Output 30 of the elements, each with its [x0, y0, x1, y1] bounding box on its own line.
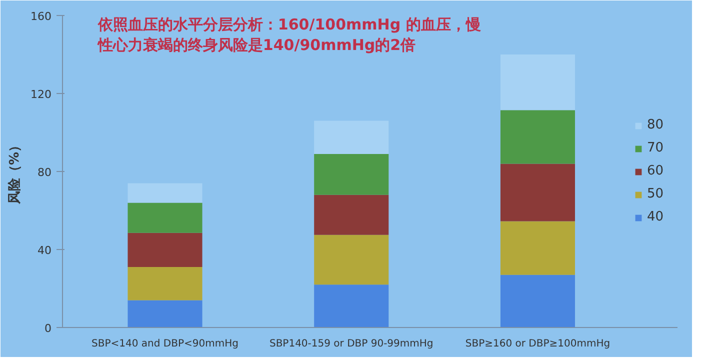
bar: [500, 274, 575, 328]
bar: [500, 221, 575, 275]
legend-label: 80: [647, 118, 665, 132]
y-tick-label: 120: [30, 88, 52, 101]
bar: [128, 300, 202, 328]
legend-label: 70: [647, 140, 665, 156]
bar: [128, 267, 202, 300]
bar: [500, 110, 575, 164]
x-tick-label: SBP≥160 or DBP≥100mmHg: [465, 338, 610, 350]
bar: [128, 232, 202, 268]
bar: [314, 194, 389, 235]
bar: [314, 284, 389, 328]
x-tick-label: SBP<140 and DBP<90mmHg: [92, 338, 238, 350]
x-tick-label: SBP140-159 or DBP 90-99mmHg: [269, 338, 434, 350]
bar: [314, 154, 389, 195]
y-tick-label: 80: [38, 166, 52, 179]
y-axis-title: 风险（%）: [8, 138, 23, 206]
bar: [500, 54, 575, 110]
bar: [314, 234, 389, 285]
bar: [314, 120, 389, 154]
legend-label: 50: [647, 186, 665, 202]
y-tick-label: 0: [44, 322, 52, 335]
bar: [128, 183, 202, 203]
y-tick-label: 160: [30, 10, 52, 23]
legend-label: 60: [647, 164, 665, 178]
bar: [128, 202, 202, 233]
legend-label: 40: [647, 210, 665, 224]
bar: [500, 164, 575, 222]
y-tick-label: 40: [38, 244, 52, 257]
text: 依照血压的水平分层分析：160/100mmHg 的血压，慢性心力衰竭的终身风险是140/90mmHg的2倍: [96, 16, 481, 54]
